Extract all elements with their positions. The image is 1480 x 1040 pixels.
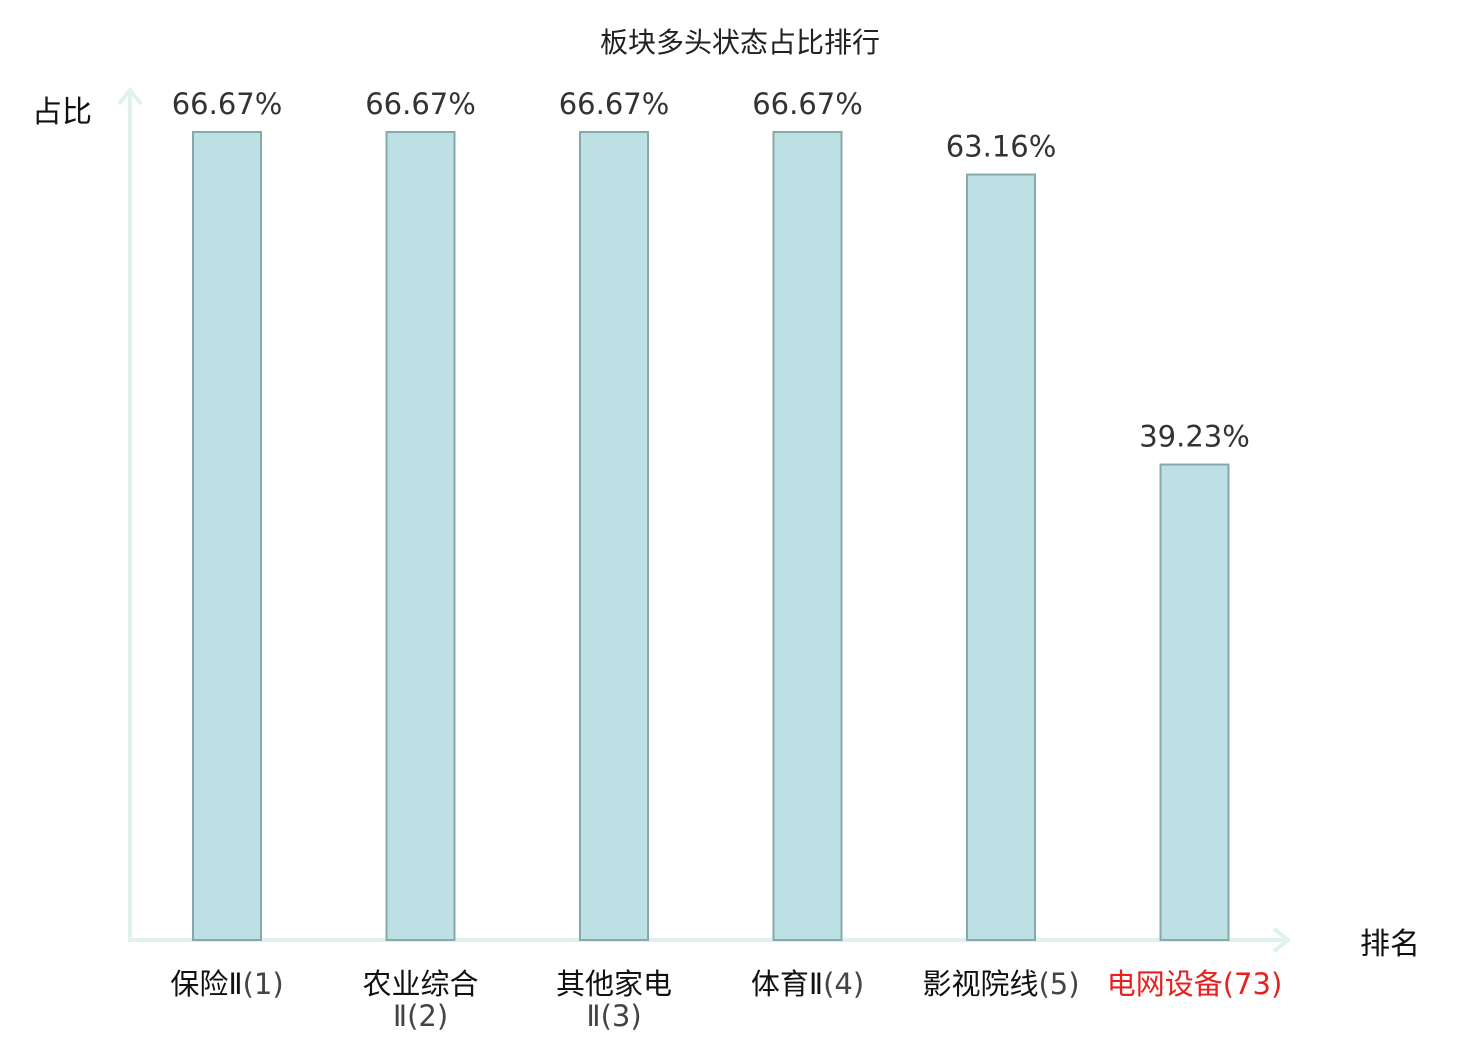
x-axis-arrow — [1272, 927, 1292, 953]
category-labels: 保险Ⅱ(1) 农业综合 Ⅱ(2) 其他家电 Ⅱ(3) 体育Ⅱ(4) 影视院线(5) 电网设备(… — [170, 967, 1282, 1033]
value-label-2: 66.67% — [365, 87, 476, 121]
value-label-5: 63.16% — [946, 130, 1057, 164]
value-label-1: 66.67% — [172, 87, 283, 121]
chart-title: 板块多头状态占比排行 — [600, 26, 880, 59]
bar-3 — [579, 131, 649, 941]
value-label-3: 66.67% — [559, 87, 670, 121]
bar-6 — [1159, 463, 1230, 941]
category-label-1: 保险Ⅱ(1) — [170, 967, 283, 1001]
x-axis-label: 排名 — [1360, 927, 1420, 962]
category-label-2: 农业综合 Ⅱ(2) — [362, 967, 478, 1033]
bar-1 — [192, 131, 262, 941]
bar-2 — [385, 131, 456, 941]
bar-5 — [966, 173, 1036, 942]
category-label-5: 影视院线(5) — [922, 967, 1079, 1001]
bar-4 — [772, 131, 843, 941]
category-label-3: 其他家电 Ⅱ(3) — [556, 967, 672, 1033]
category-label-4: 体育Ⅱ(4) — [751, 967, 864, 1001]
y-axis-label: 占比 — [32, 95, 92, 130]
value-labels: 66.67% 66.67% 66.67% 66.67% 63.16% 39.23% — [172, 87, 1250, 454]
value-label-6: 39.23% — [1139, 420, 1250, 454]
value-label-4: 66.67% — [752, 87, 863, 121]
y-axis-arrow — [117, 86, 143, 106]
bar-series — [192, 131, 1230, 942]
category-label-6: 电网设备(73) — [1107, 967, 1283, 1001]
